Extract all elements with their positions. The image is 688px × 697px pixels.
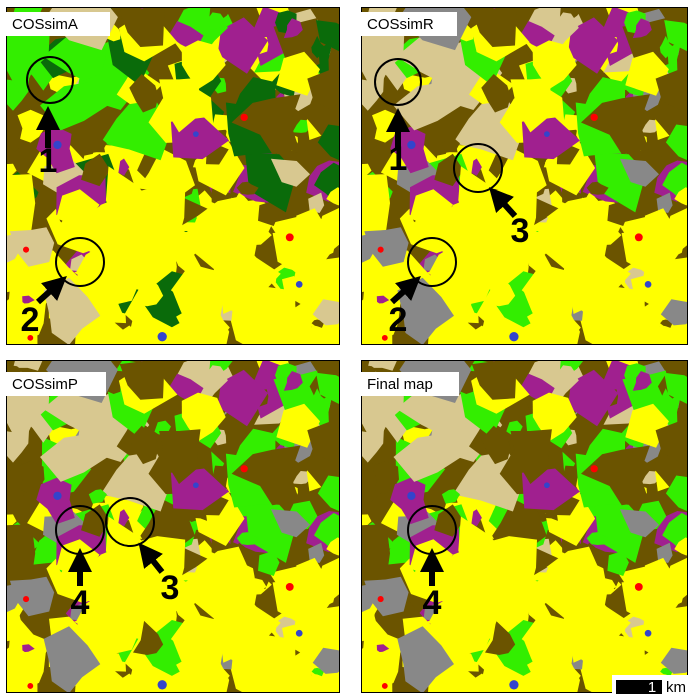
- land-patch: [296, 630, 303, 637]
- land-patch: [544, 482, 550, 488]
- land-patch: [158, 680, 167, 689]
- land-patch: [286, 583, 294, 591]
- panel-title: COSsimA: [12, 16, 78, 33]
- land-patch: [645, 281, 652, 288]
- land-cover-map: [0, 0, 373, 372]
- land-patch: [296, 281, 303, 288]
- land-patch: [544, 131, 550, 137]
- land-patch: [645, 630, 652, 637]
- panel-title: Final map: [367, 376, 433, 393]
- scale-unit: km: [666, 679, 686, 696]
- annotation: 2: [389, 301, 408, 339]
- land-patch: [509, 332, 518, 341]
- land-patch: [378, 247, 384, 253]
- land-patch: [340, 174, 390, 238]
- land-patch: [340, 524, 390, 588]
- land-patch: [23, 247, 29, 253]
- figure: COSsimA 1 2 COSsimR 1 3 2 COSsimP 4 3 Fi…: [0, 0, 688, 697]
- annotation: 3: [511, 212, 530, 250]
- annotation: 3: [161, 569, 180, 607]
- land-patch: [635, 233, 643, 241]
- annotation: 1: [39, 142, 58, 180]
- land-patch: [158, 332, 167, 341]
- land-patch: [286, 233, 294, 241]
- land-patch: [407, 492, 415, 500]
- land-patch: [193, 482, 199, 488]
- annotation: 4: [71, 584, 90, 622]
- land-patch: [53, 492, 61, 500]
- panel-title: COSsimR: [367, 16, 434, 33]
- land-patch: [241, 114, 248, 121]
- land-patch: [241, 465, 248, 472]
- land-patch: [591, 465, 598, 472]
- land-patch: [193, 131, 199, 137]
- land-patch: [0, 524, 35, 588]
- land-patch: [382, 683, 388, 689]
- land-patch: [635, 583, 643, 591]
- land-patch: [509, 680, 518, 689]
- land-patch: [591, 114, 598, 121]
- land-patch: [407, 141, 415, 149]
- land-patch: [0, 174, 35, 238]
- land-patch: [382, 335, 388, 341]
- annotation: 4: [423, 584, 442, 622]
- land-patch: [378, 596, 384, 602]
- panel-title: COSsimP: [12, 376, 78, 393]
- land-patch: [23, 596, 29, 602]
- annotation: 2: [21, 301, 40, 339]
- land-patch: [27, 683, 33, 689]
- annotation: 1: [389, 140, 408, 178]
- scale-value: 1: [648, 679, 656, 696]
